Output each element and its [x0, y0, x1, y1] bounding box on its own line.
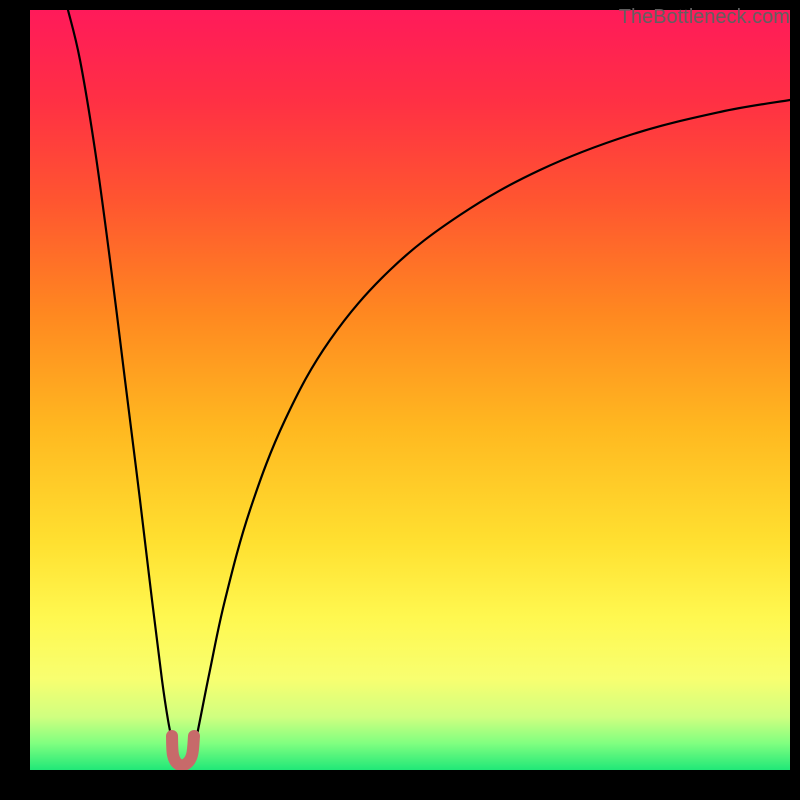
curve-left-branch: [68, 10, 173, 745]
optimal-marker: [172, 736, 194, 765]
curve-overlay: [30, 10, 790, 770]
curve-right-branch: [195, 100, 790, 745]
watermark-text: TheBottleneck.com: [619, 6, 790, 29]
chart-container: [30, 10, 790, 770]
